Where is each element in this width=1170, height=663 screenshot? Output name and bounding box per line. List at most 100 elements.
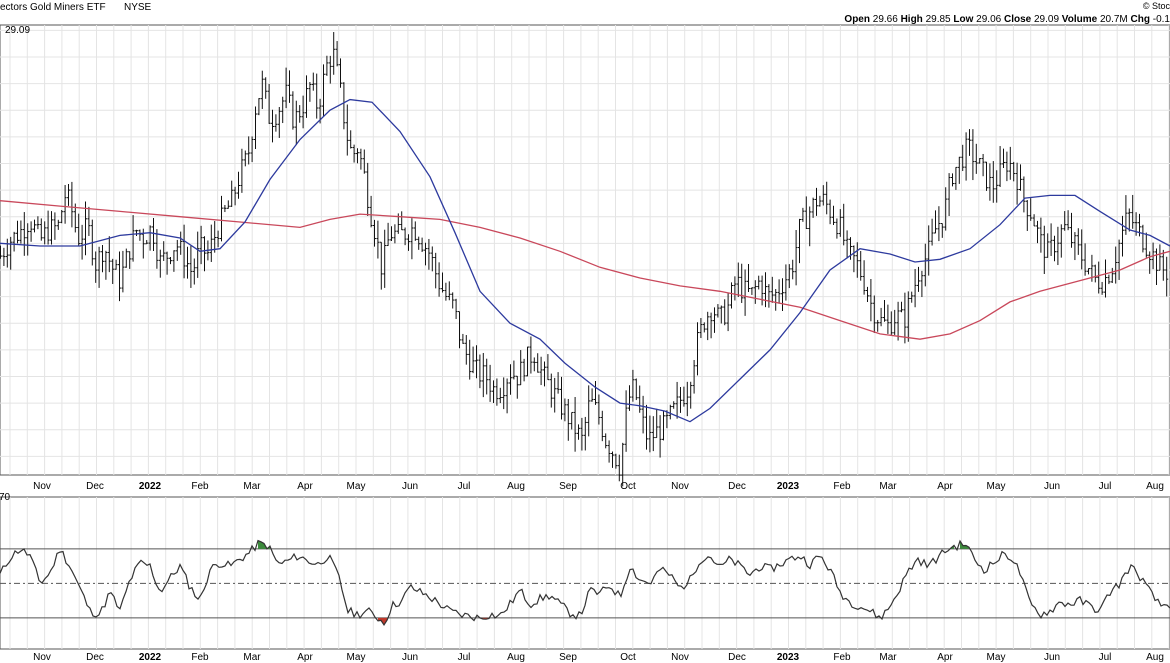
ohlc-bar [213,221,217,253]
x-tick-label: Jul [1099,481,1112,492]
ohlc-bar [50,211,53,245]
ohlc-bar [301,95,305,129]
ohlc-bar [1005,151,1009,182]
ohlc-bar [913,268,917,308]
price-bars [0,32,1169,487]
ohlc-bar [869,278,873,322]
ohlc-bar [189,245,193,288]
ohlc-bar [733,276,737,301]
ohlc-bar [247,136,251,165]
ohlc-bar [862,260,866,295]
x-tick-label: 2023 [777,481,800,492]
ohlc-bar [223,204,227,213]
ohlc-bar [182,224,186,279]
ohlc-bar [128,251,132,269]
ohlc-bar [1083,243,1087,276]
ohlc-bar [770,276,774,303]
ohlc-bar [1022,176,1026,213]
ohlc-bar [590,388,594,402]
ohlc-bar [794,229,798,286]
ohlc-bar [451,292,455,309]
ohlc-bar [801,207,805,222]
ohlc-bar [991,161,995,203]
ohlc-bar [573,397,577,452]
ohlc-bar [638,385,642,413]
ohlc-bar [376,220,380,259]
ohlc-bar [852,245,856,273]
ohlc-bar [36,216,40,230]
oscillator-x-axis: Nov Dec 2022 Feb Mar Apr May Jun Jul Aug Sep Oct Nov… [33,652,1164,663]
price-x-axis: Nov Dec 2022 Feb Mar Apr May Jun Jul Aug Sep Oct Nov… [33,481,1164,492]
ohlc-bar [747,264,750,292]
ohlc-bar [1093,264,1097,283]
ohlc-bar [832,205,835,226]
ohlc-bar [964,132,968,181]
stat-value: 29.66 [873,14,898,25]
ohlc-bar [434,252,438,289]
ohlc-bar [1127,208,1131,232]
ohlc-bar [706,311,710,341]
ohlc-bar [311,72,315,91]
ohlc-bar [264,77,268,99]
copyright-note: © Stoc [1143,1,1170,11]
ohlc-bar [39,218,43,241]
ohlc-bar [342,82,346,130]
ohlc-bar [63,184,67,224]
x-tick-label: Apr [937,652,953,663]
ohlc-bar [607,440,611,463]
ohlc-bar [1165,256,1169,297]
ohlc-bar [305,75,308,118]
ohlc-bar [1131,194,1135,229]
ohlc-bar [1046,233,1050,258]
ohlc-bar [118,251,121,302]
oscillator-panel: 70 [0,492,1170,650]
ohlc-bar [1148,251,1152,274]
ohlc-bar [87,206,91,236]
ohlc-bar [583,416,587,451]
ohlc-bar [1161,249,1165,281]
ohlc-bar [267,83,271,124]
x-tick-label: Nov [33,481,51,492]
ohlc-bar [199,225,203,265]
ohlc-bar [254,106,257,149]
ohlc-bar [604,433,608,449]
oscillator-top-label: 70 [0,492,11,503]
ohlc-bar [43,221,47,245]
ohlc-bar [162,241,166,261]
ohlc-bar [889,311,893,336]
ohlc-bar [1039,217,1043,253]
ohlc-bar [29,221,33,242]
x-tick-label: Aug [1146,481,1164,492]
ohlc-bar [1076,228,1080,255]
ohlc-bar [876,319,880,332]
ohlc-bar [1056,226,1060,266]
price-gridlines [0,25,1170,475]
ohlc-bar [702,322,706,333]
ohlc-bar [271,109,274,143]
ohlc-bar [379,241,383,290]
x-tick-label: Aug [1146,652,1164,663]
ohlc-bar [175,239,179,261]
ohlc-bar [233,186,237,206]
ohlc-bar [488,364,492,402]
ohlc-bar [825,181,829,215]
ohlc-bar [478,354,482,389]
ohlc-bar [549,373,553,408]
ohlc-bar [257,98,261,116]
ohlc-bar [444,282,448,301]
x-tick-label: Feb [191,481,209,492]
ohlc-bar [471,346,475,374]
ohlc-bar [587,385,591,437]
ohlc-bar [111,258,115,284]
x-tick-label: Feb [833,652,851,663]
ohlc-bar [186,246,189,279]
ohlc-bar [692,359,696,394]
ohlc-bar [322,64,325,116]
ohlc-bar [339,58,342,88]
ohlc-bar [67,184,70,206]
x-tick-label: Jun [1044,481,1060,492]
ohlc-bar [923,243,927,287]
ohlc-bar [665,410,669,429]
ohlc-bar [944,187,948,231]
ohlc-bar [947,173,951,217]
